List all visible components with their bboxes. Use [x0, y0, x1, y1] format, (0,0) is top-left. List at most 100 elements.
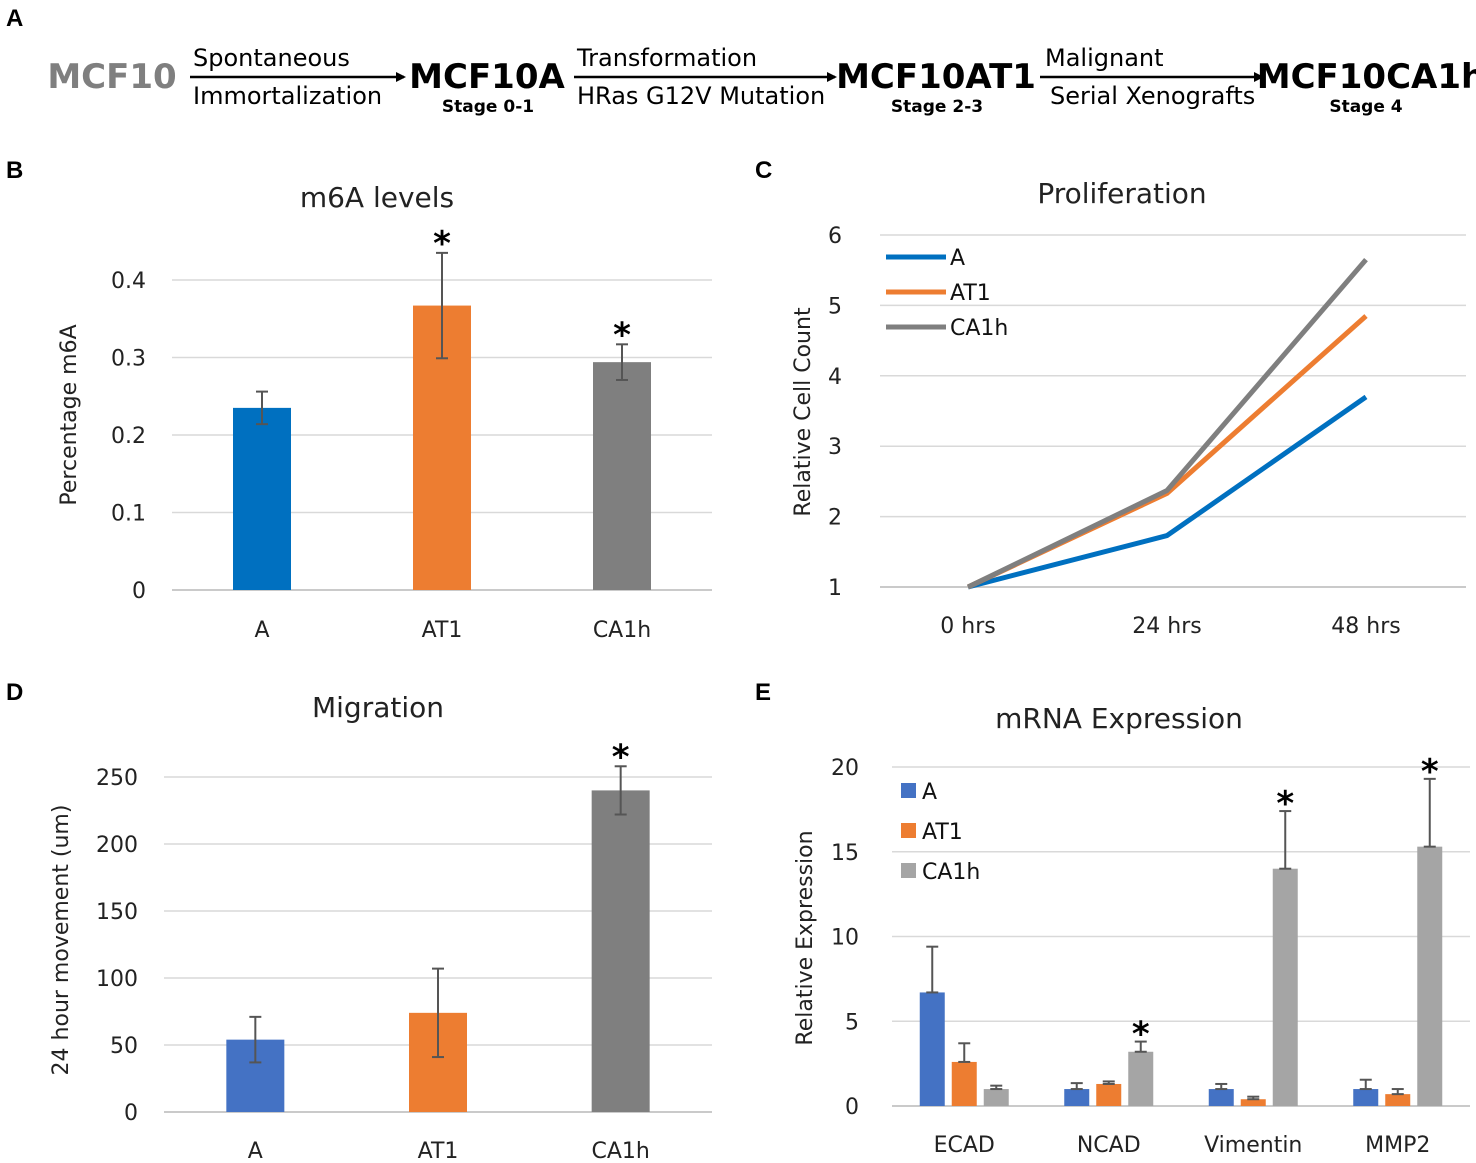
y-tick-label: 0.1	[111, 502, 146, 527]
y-tick-label: 0	[124, 1101, 138, 1126]
y-tick-label: 200	[96, 833, 138, 858]
chart-title: Proliferation	[1037, 177, 1206, 210]
bar-vimentin-a	[1208, 1089, 1234, 1106]
panel-letter-c: C	[755, 157, 772, 184]
bar-a	[233, 407, 291, 590]
legend-label-ca1h: CA1h	[950, 316, 1008, 341]
y-tick-label: 10	[831, 926, 859, 951]
bar-ecad-at1	[951, 1061, 977, 1106]
series-line-ca1h	[966, 258, 1368, 590]
stage-mcf10a: MCF10A	[409, 57, 565, 97]
stage-mcf10: MCF10	[47, 57, 176, 97]
stage-mcf10at1-sub: Stage 2-3	[891, 97, 983, 117]
significance-star: *	[1132, 1015, 1150, 1055]
series-line-at1	[966, 314, 1368, 590]
chart-migration: D Migration 0 50 100 150 200 250 24 hour movemen…	[6, 679, 712, 1163]
panel-letter-a: A	[6, 5, 23, 32]
chart-title: Migration	[312, 691, 444, 724]
y-tick-label: 20	[831, 756, 859, 781]
bar-ecad-ca1h	[983, 1089, 1009, 1106]
significance-star: *	[1421, 752, 1439, 792]
legend-label-at1: AT1	[950, 281, 991, 306]
y-axis-label: Relative Cell Count	[791, 307, 816, 517]
y-axis-label: 24 hour movement (um)	[49, 805, 74, 1076]
y-tick-label: 150	[96, 900, 138, 925]
x-tick-label: ECAD	[934, 1133, 995, 1158]
y-tick-label: 0.4	[111, 269, 146, 294]
y-tick-label: 5	[828, 294, 842, 319]
y-tick-label: 6	[828, 224, 842, 249]
x-tick-label: CA1h	[593, 618, 651, 643]
series-line-a	[967, 394, 1368, 590]
y-tick-label: 5	[845, 1010, 859, 1035]
x-tick-label: AT1	[418, 1139, 459, 1163]
arrow-2-top-label: Transformation	[576, 44, 757, 72]
chart-title: m6A levels	[300, 181, 454, 214]
significance-star: *	[1276, 784, 1294, 824]
arrow-3-bottom-label: Serial Xenografts	[1050, 82, 1255, 110]
y-tick-label: 4	[828, 365, 842, 390]
x-tick-label: 48 hrs	[1331, 614, 1400, 639]
chart-proliferation: C Proliferation 1 2 3 4 5 6 Relative Cell Count 0…	[755, 157, 1466, 639]
y-tick-label: 0.3	[111, 347, 146, 372]
x-tick-label: CA1h	[591, 1139, 649, 1163]
bar-ca1h	[593, 362, 651, 590]
y-axis-label: Relative Expression	[793, 830, 818, 1045]
bar-vimentin-at1	[1240, 1099, 1266, 1106]
bar-vimentin-ca1h	[1272, 868, 1298, 1106]
y-axis-label: Percentage m6A	[57, 324, 82, 505]
x-tick-label: Vimentin	[1204, 1133, 1302, 1158]
bar-ncad-ca1h	[1128, 1051, 1154, 1106]
legend-label-ca1h: CA1h	[922, 860, 980, 885]
stage-mcf10a-sub: Stage 0-1	[442, 97, 534, 117]
x-tick-label: MMP2	[1365, 1133, 1430, 1158]
y-tick-label: 15	[831, 841, 859, 866]
bar-mmp2-at1	[1385, 1094, 1411, 1106]
panel-a: A MCF10 Spontaneous Immortalization MCF1…	[6, 5, 1476, 117]
legend-label-at1: AT1	[922, 820, 963, 845]
x-tick-label: 24 hrs	[1132, 614, 1201, 639]
panel-letter-e: E	[755, 679, 771, 706]
legend-label-a: A	[922, 780, 937, 805]
y-tick-label: 250	[96, 766, 138, 791]
panel-letter-b: B	[6, 157, 23, 184]
y-tick-label: 0.2	[111, 424, 146, 449]
significance-star: *	[613, 315, 631, 355]
y-tick-label: 1	[828, 576, 842, 601]
y-tick-label: 0	[132, 579, 146, 604]
legend-label-a: A	[950, 246, 965, 271]
y-tick-label: 50	[110, 1034, 138, 1059]
legend-swatch-ca1h	[901, 863, 916, 878]
x-tick-label: AT1	[422, 618, 463, 643]
x-tick-label: A	[248, 1139, 263, 1163]
y-tick-label: 100	[96, 967, 138, 992]
significance-star: *	[433, 224, 451, 264]
bar-ncad-at1	[1096, 1083, 1122, 1106]
panel-letter-d: D	[6, 679, 23, 706]
y-tick-label: 2	[828, 506, 842, 531]
y-tick-label: 0	[845, 1095, 859, 1120]
arrow-1-top-label: Spontaneous	[193, 44, 350, 72]
bar-ecad-a	[919, 992, 945, 1106]
arrow-3-top-label: Malignant	[1045, 44, 1164, 72]
bar-mmp2-a	[1353, 1089, 1379, 1106]
bar-mmp2-ca1h	[1417, 846, 1443, 1106]
bar-ncad-a	[1064, 1089, 1090, 1106]
significance-star: *	[612, 737, 630, 777]
arrow-2-bottom-label: HRas G12V Mutation	[577, 82, 825, 110]
chart-title: mRNA Expression	[995, 702, 1243, 735]
x-tick-label: A	[254, 618, 269, 643]
y-tick-label: 3	[828, 435, 842, 460]
stage-mcf10at1: MCF10AT1	[836, 57, 1036, 97]
stage-mcf10ca1h: MCF10CA1h	[1257, 57, 1476, 97]
x-tick-label: 0 hrs	[940, 614, 995, 639]
legend-swatch-a	[901, 783, 916, 798]
legend-swatch-at1	[901, 823, 916, 838]
bar-ca1h	[591, 790, 650, 1112]
x-tick-label: NCAD	[1077, 1133, 1141, 1158]
arrow-1-bottom-label: Immortalization	[193, 82, 382, 110]
stage-mcf10ca1h-sub: Stage 4	[1329, 97, 1402, 117]
